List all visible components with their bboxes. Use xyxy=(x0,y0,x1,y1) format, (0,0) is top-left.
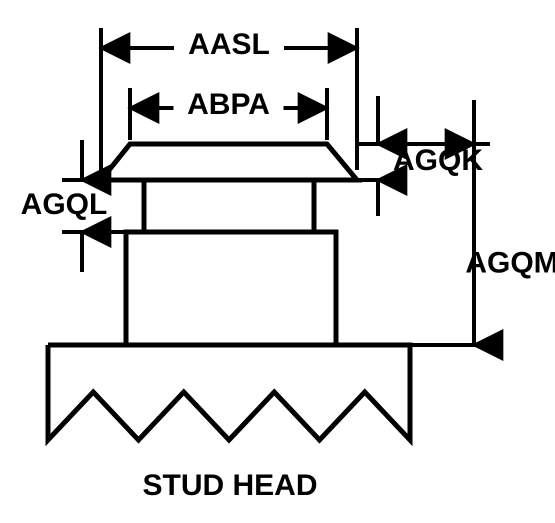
agqk-label: AGQK xyxy=(393,144,483,177)
stud-neck xyxy=(144,180,314,232)
agqm-label: AGQM xyxy=(465,246,555,279)
abpa-label: ABPA xyxy=(187,88,270,121)
stud-shaft xyxy=(126,232,336,345)
aasl-label: AASL xyxy=(188,28,270,61)
stud-base xyxy=(48,345,410,440)
stud-head-diagram: AASL ABPA AGQK AGQL AGQM STUD HEAD xyxy=(0,0,555,523)
diagram-title: STUD HEAD xyxy=(142,469,317,502)
agql-label: AGQL xyxy=(21,188,108,221)
stud-head-top xyxy=(101,144,357,180)
